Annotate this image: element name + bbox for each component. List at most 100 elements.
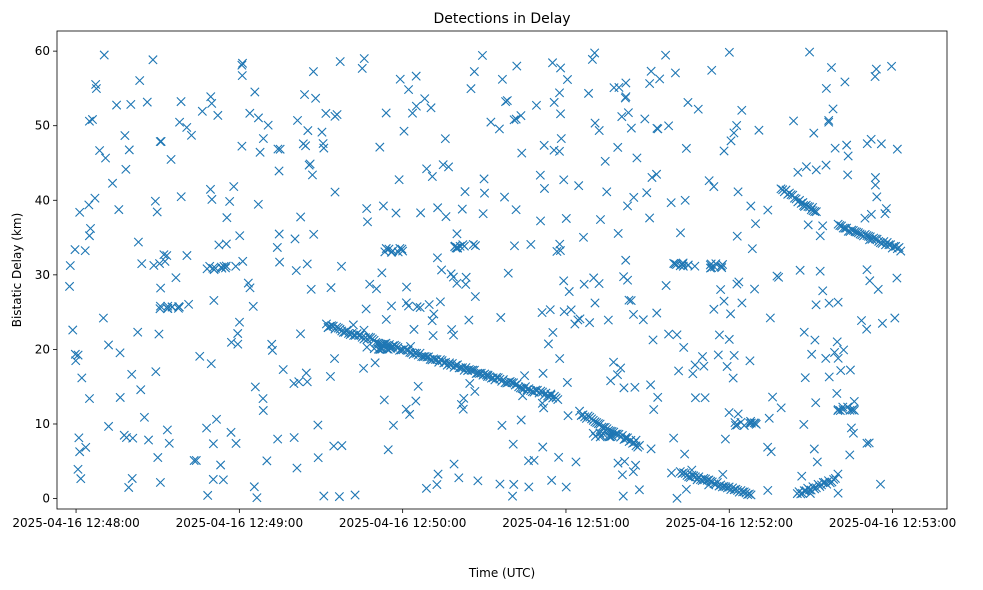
data-point [350, 490, 360, 500]
data-point [523, 456, 534, 466]
data-point [587, 54, 597, 64]
data-point [824, 372, 834, 382]
data-point [91, 79, 101, 90]
data-point [457, 204, 467, 214]
data-point [226, 427, 236, 437]
data-point [821, 83, 831, 94]
data-point [873, 284, 883, 294]
data-point [458, 404, 468, 414]
data-point [555, 109, 566, 119]
data-point [302, 259, 312, 269]
data-point [824, 117, 834, 127]
data-point [397, 244, 407, 254]
data-point [308, 67, 319, 77]
data-point [862, 139, 872, 149]
data-point [826, 62, 837, 73]
data-point [595, 428, 605, 438]
data-point [566, 305, 576, 315]
data-point [730, 420, 741, 431]
data-point [849, 405, 859, 415]
data-point [203, 490, 213, 500]
data-point [313, 420, 323, 430]
data-point [371, 284, 382, 294]
data-point [788, 116, 799, 126]
data-point [556, 133, 566, 144]
data-point [845, 450, 855, 460]
data-point [337, 441, 347, 451]
data-point [171, 273, 181, 283]
data-point [311, 93, 321, 103]
data-point [411, 101, 421, 111]
data-point [675, 228, 686, 238]
data-point [726, 136, 736, 146]
data-point [497, 420, 507, 430]
data-point [886, 61, 897, 71]
data-point [746, 201, 756, 211]
data-point [411, 71, 421, 81]
data-point [479, 188, 490, 198]
data-point [880, 209, 890, 219]
data-point [502, 96, 512, 106]
data-point [362, 217, 373, 227]
data-point [133, 327, 143, 337]
x-tick-label: 2025-04-16 12:52:00 [666, 516, 793, 530]
data-point [334, 492, 344, 502]
data-point [737, 105, 747, 115]
data-point [709, 182, 719, 192]
data-point [115, 348, 125, 358]
data-point [73, 464, 83, 474]
data-point [810, 206, 820, 217]
data-point [719, 146, 729, 156]
data-point [222, 213, 232, 223]
data-point [469, 67, 479, 77]
data-point [509, 115, 519, 125]
data-point [772, 271, 782, 281]
data-point [630, 382, 640, 392]
y-tick-label: 30 [35, 268, 50, 282]
data-point [628, 309, 639, 320]
data-point [377, 344, 388, 354]
data-point [245, 108, 255, 118]
data-point [401, 298, 411, 308]
data-point [197, 106, 207, 116]
data-point [358, 363, 369, 373]
x-axis-label: Time (UTC) [468, 566, 535, 580]
data-point [619, 456, 630, 467]
data-point [516, 111, 526, 121]
data-point [470, 291, 480, 302]
data-point [237, 60, 247, 70]
data-point [272, 242, 282, 253]
data-point [231, 261, 241, 271]
data-point [262, 456, 272, 466]
data-point [849, 396, 859, 407]
data-point [253, 199, 263, 209]
data-point [435, 297, 445, 307]
data-point [300, 141, 311, 151]
data-point [162, 425, 172, 435]
data-point [670, 68, 681, 78]
data-point [330, 187, 340, 197]
data-point [234, 317, 245, 327]
data-point [441, 212, 451, 222]
data-point [274, 166, 284, 176]
data-point [722, 361, 732, 372]
data-point [447, 324, 457, 335]
data-point [156, 283, 166, 293]
data-point [539, 403, 549, 413]
data-point [797, 471, 807, 481]
data-point [186, 130, 197, 140]
x-tick-label: 2025-04-16 12:50:00 [339, 516, 466, 530]
data-point [195, 351, 205, 361]
data-point [449, 459, 459, 469]
data-point [870, 172, 881, 183]
data-point [678, 261, 688, 271]
data-point [795, 265, 805, 275]
data-point [821, 160, 831, 170]
data-point [626, 296, 636, 306]
data-point [495, 479, 505, 489]
data-point [539, 183, 550, 194]
data-point [503, 268, 513, 278]
data-point [617, 470, 627, 480]
y-tick-label: 50 [35, 119, 50, 133]
data-point [646, 444, 656, 454]
